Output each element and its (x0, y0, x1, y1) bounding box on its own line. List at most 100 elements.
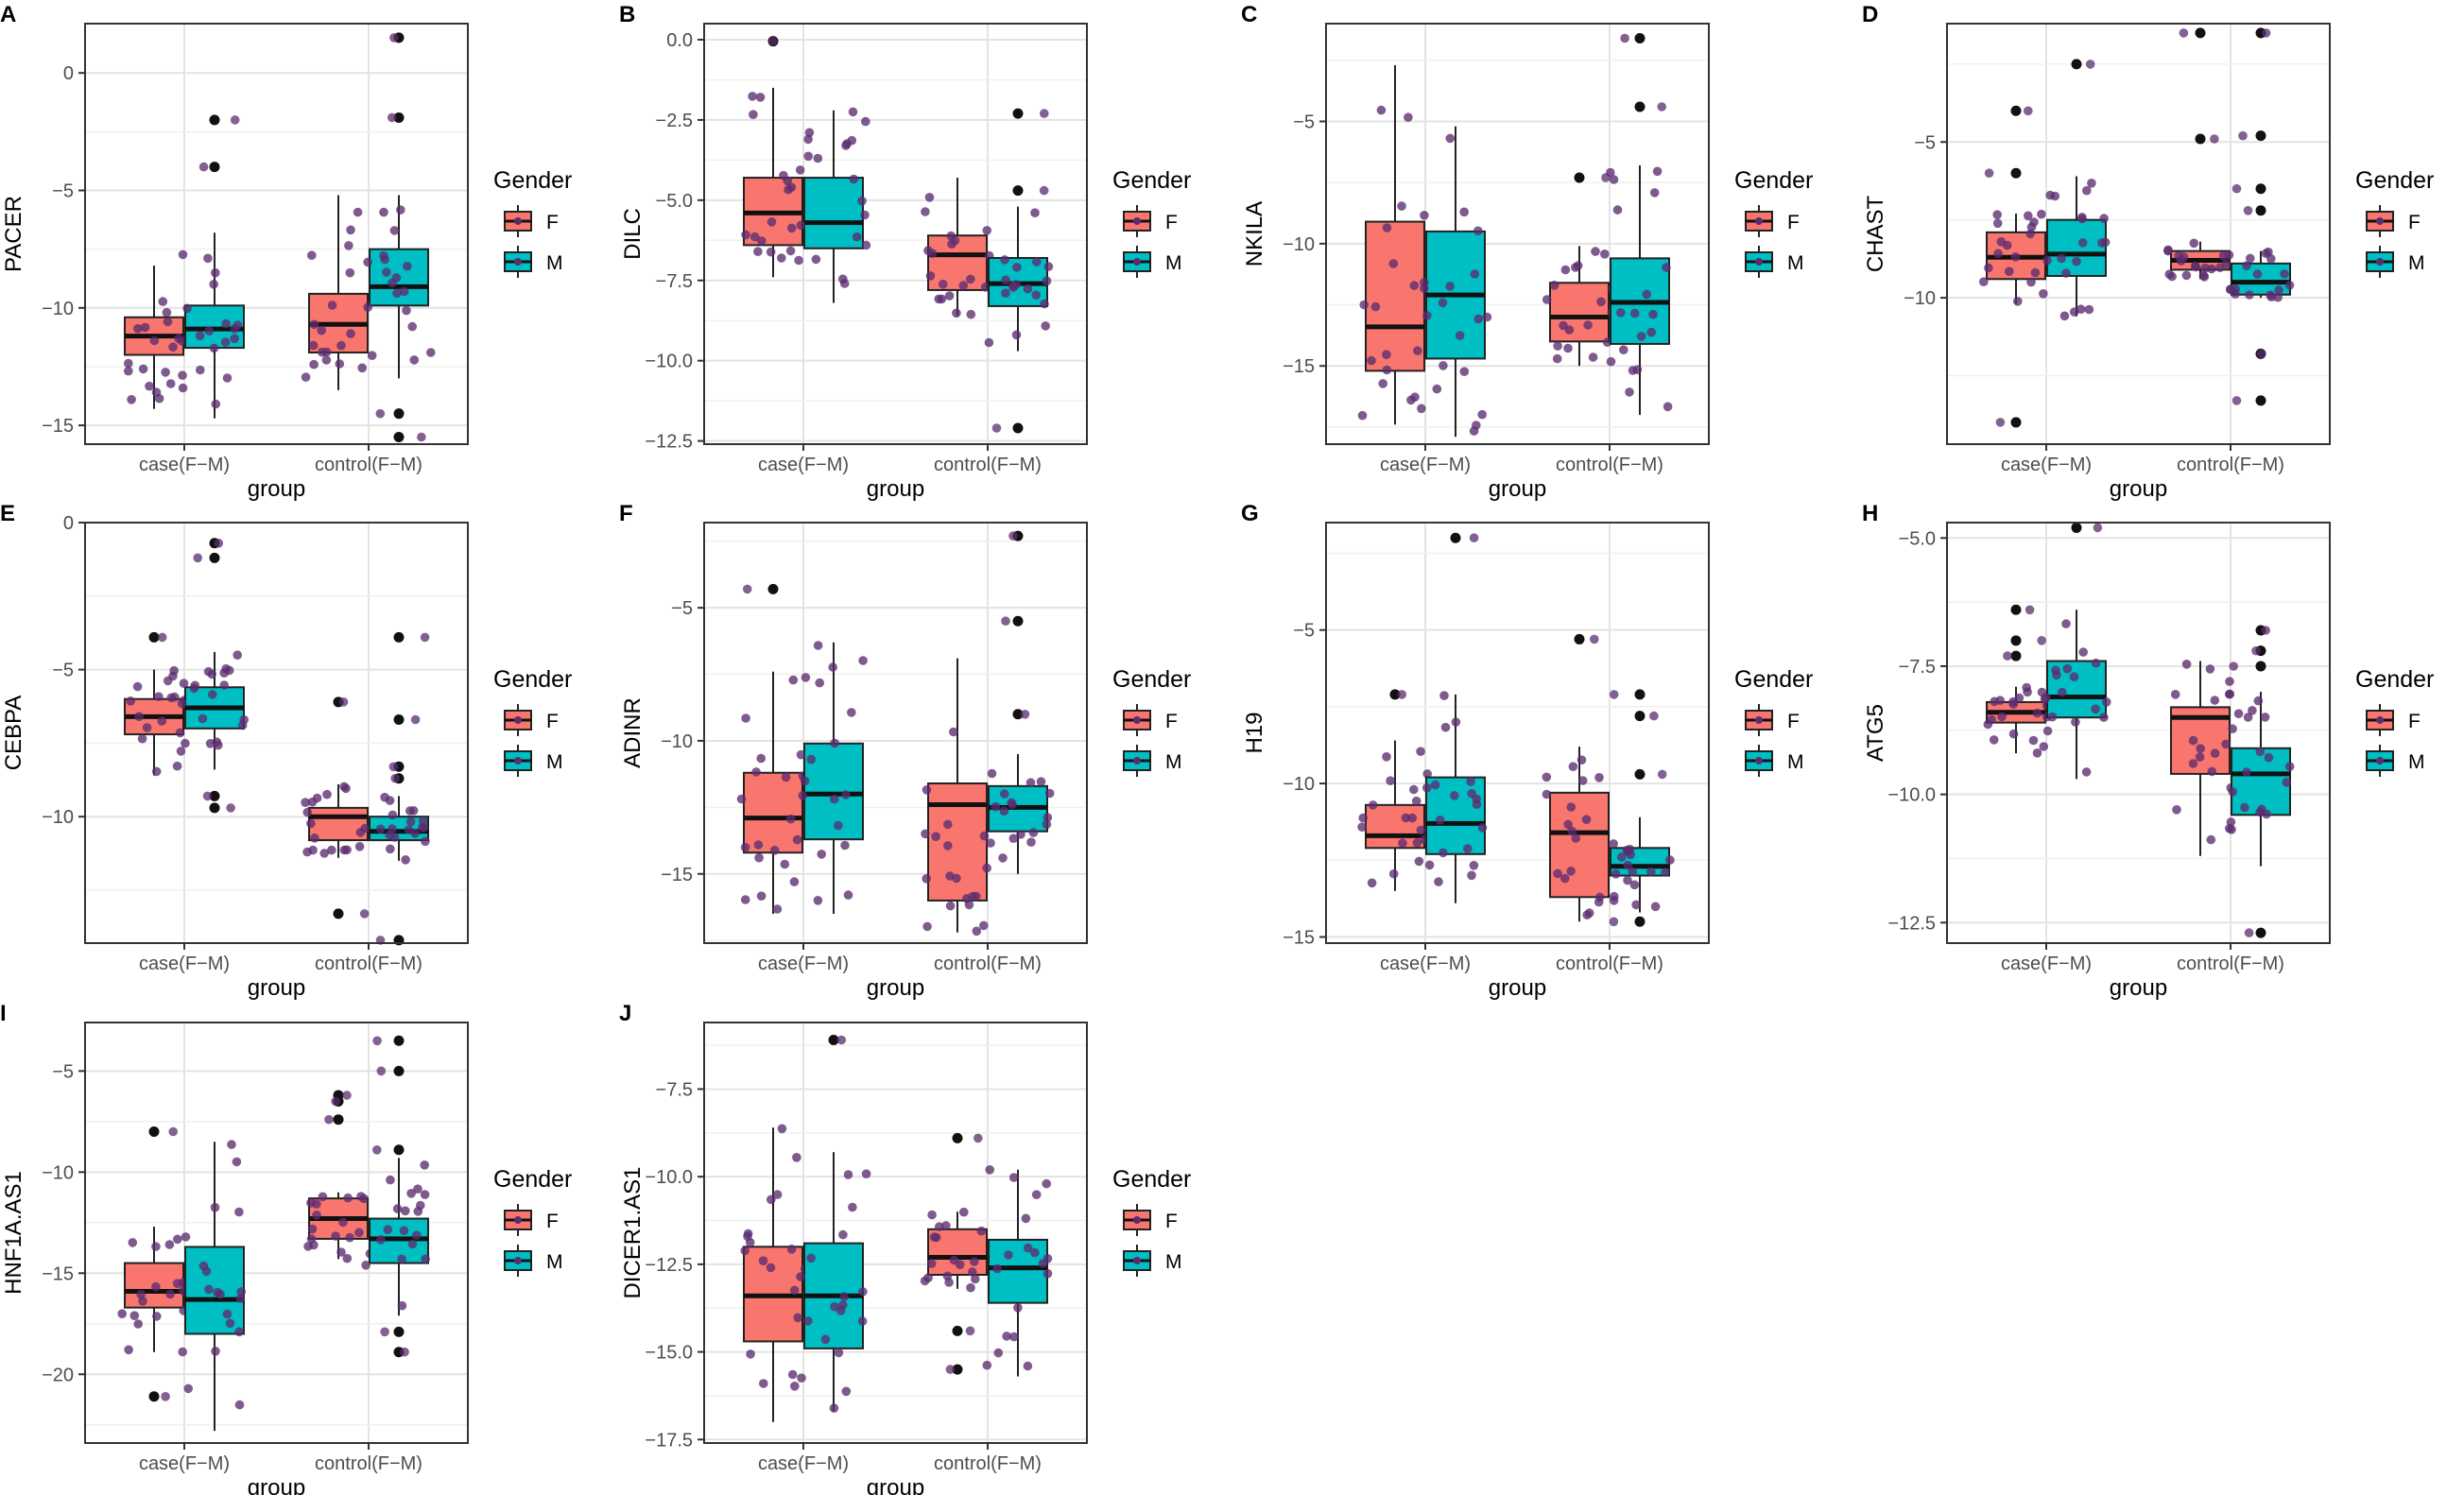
observation-point (2174, 251, 2183, 261)
observation-point (1477, 409, 1487, 420)
observation-point (2057, 253, 2066, 264)
outlier-point (2255, 927, 2266, 938)
observation-point (1566, 867, 1576, 876)
observation-point (806, 754, 817, 765)
observation-point (124, 1345, 133, 1355)
observation-point (1989, 735, 1999, 745)
observation-point (390, 773, 401, 783)
observation-point (1987, 714, 1996, 725)
observation-point (2102, 697, 2111, 707)
y-tick-label: −20 (42, 1365, 74, 1385)
observation-point (208, 690, 217, 699)
observation-point (170, 692, 180, 702)
observation-point (1573, 261, 1583, 270)
observation-point (1388, 868, 1399, 879)
observation-point (1663, 402, 1673, 412)
panel-G: G −5 −10 −15 case(F−M) control(F−M) group H19 Ge… (1241, 501, 1813, 1001)
y-axis-title: H19 (1242, 712, 1267, 753)
observation-point (406, 1189, 416, 1198)
outlier-point (952, 1364, 963, 1375)
observation-point (796, 1272, 805, 1281)
observation-point (306, 818, 316, 829)
y-tick-label: −10 (1283, 774, 1315, 795)
observation-point (1648, 309, 1658, 319)
observation-point (2010, 252, 2021, 262)
observation-point (1386, 776, 1395, 785)
observation-point (331, 1096, 340, 1107)
outlier-point (148, 1391, 160, 1402)
observation-point (806, 1253, 816, 1263)
observation-point (800, 776, 810, 786)
legend-key-point (2376, 716, 2384, 724)
observation-point (1606, 167, 1615, 178)
observation-point (137, 733, 147, 744)
observation-point (1642, 289, 1652, 300)
observation-point (931, 832, 940, 841)
observation-point (1646, 327, 1656, 337)
plot-background (704, 523, 1087, 943)
panel-letter: A (0, 2, 16, 27)
observation-point (235, 1294, 246, 1303)
observation-point (1432, 384, 1442, 394)
plot-border (1946, 23, 2331, 445)
observation-point (1001, 275, 1010, 285)
observation-point (792, 834, 802, 845)
outlier-point (393, 112, 405, 123)
observation-point (849, 174, 859, 184)
observation-point (2264, 752, 2274, 763)
observation-point (1649, 188, 1660, 198)
observation-point (168, 342, 178, 352)
legend-key-point (1133, 1216, 1141, 1224)
x-axis-title: group (2110, 975, 2167, 1001)
y-axis-title: ATG5 (1863, 704, 1888, 762)
y-tick-label: −7.5 (656, 1079, 693, 1100)
observation-point (2062, 663, 2073, 674)
legend-title: Gender (2355, 666, 2434, 693)
plot-border (703, 23, 1088, 445)
observation-point (2264, 247, 2273, 257)
observation-point (798, 791, 808, 800)
observation-point (151, 387, 162, 397)
y-axis-title: DILC (620, 208, 646, 260)
observation-point (375, 408, 386, 419)
observation-point (404, 825, 414, 834)
y-tick-label: −5.0 (656, 191, 693, 212)
observation-point (949, 727, 958, 737)
observation-point (1992, 218, 2003, 229)
observation-point (355, 828, 366, 837)
observation-point (211, 267, 220, 278)
observation-point (324, 1114, 334, 1125)
observation-point (1629, 308, 1640, 318)
x-tick-label: control(F−M) (2177, 954, 2284, 974)
observation-point (1563, 343, 1573, 353)
observation-point (1042, 813, 1053, 822)
observation-point (1422, 311, 1432, 320)
legend-label: M (546, 751, 563, 773)
observation-point (372, 1036, 382, 1046)
observation-point (2210, 748, 2220, 758)
outlier-point (1634, 33, 1646, 44)
observation-point (746, 1349, 755, 1359)
observation-point (193, 553, 202, 563)
observation-point (991, 423, 1002, 433)
observation-point (420, 1160, 430, 1170)
observation-point (793, 1313, 802, 1323)
observation-point (830, 794, 839, 804)
observation-point (1477, 823, 1488, 833)
observation-point (151, 1242, 161, 1251)
observation-point (345, 1232, 354, 1243)
observation-point (196, 365, 205, 375)
observation-point (1420, 284, 1429, 293)
observation-point (964, 900, 974, 910)
observation-point (829, 1403, 839, 1413)
observation-point (929, 1232, 939, 1242)
observation-point (2255, 747, 2265, 757)
observation-point (834, 820, 843, 831)
observation-point (1623, 875, 1632, 885)
observation-point (145, 381, 154, 391)
observation-point (312, 1211, 321, 1220)
observation-point (169, 665, 179, 676)
legend-key-point (2376, 757, 2384, 765)
observation-point (748, 92, 757, 101)
observation-point (331, 1231, 340, 1241)
